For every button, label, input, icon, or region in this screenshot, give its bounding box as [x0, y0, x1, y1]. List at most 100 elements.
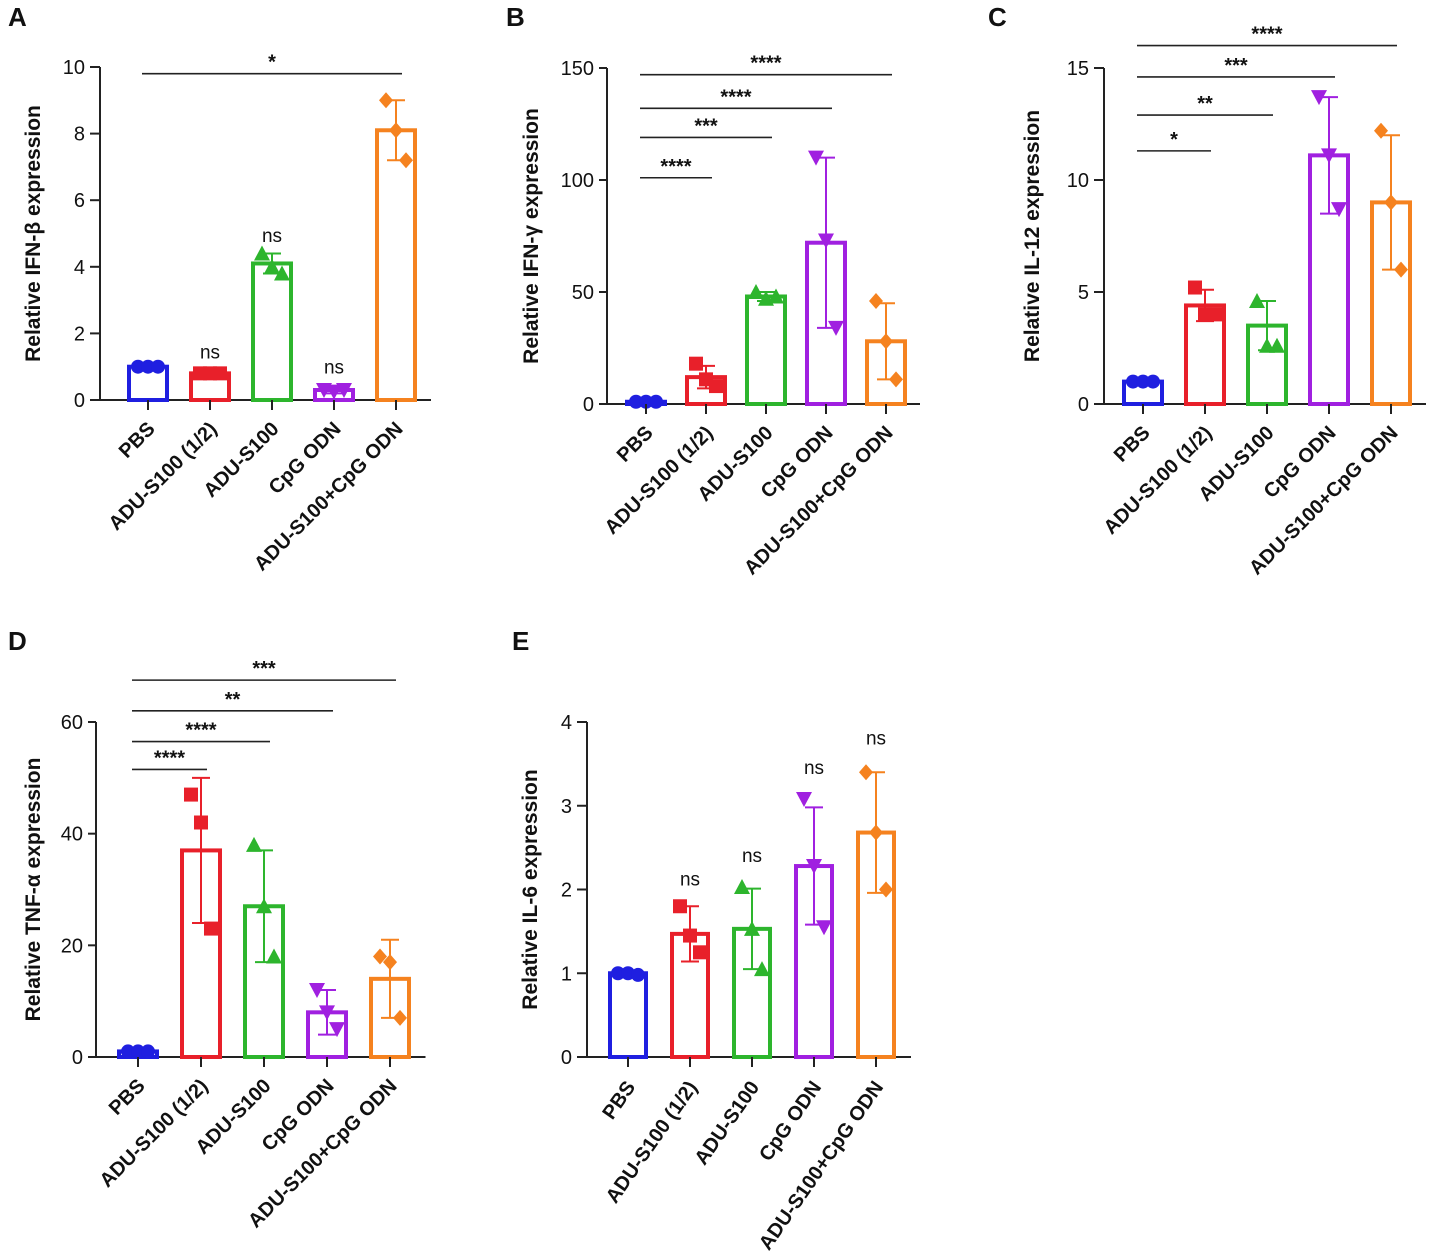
data-point-d — [256, 898, 272, 914]
panel-a: A 0 2 4 6 8 10 Relative IFN-β expression PBSADU-… — [8, 2, 431, 575]
data-point-d — [319, 1005, 335, 1021]
data-point-e — [673, 899, 687, 914]
category-label-e: PBS — [598, 1077, 640, 1123]
data-point-d — [246, 836, 262, 852]
y-tick-label-b: 0 — [583, 394, 594, 416]
significance-label-e: ns — [742, 846, 762, 867]
y-tick-label-a: 4 — [74, 257, 85, 279]
y-tick-label-e: 2 — [561, 880, 572, 902]
data-point-d — [131, 1044, 145, 1059]
y-axis-label-c: Relative IL-12 expression — [1021, 110, 1044, 362]
y-tick-label-e: 3 — [561, 796, 572, 818]
data-point-d — [204, 921, 218, 936]
category-label-d: ADU-S100 (1/2) — [96, 1075, 213, 1192]
data-point-c — [1384, 194, 1398, 211]
significance-label-a: ns — [200, 342, 220, 363]
panel-d: D 0 20 40 60 Relative TNF-α expression PBSADU-… — [8, 626, 426, 1232]
significance-label-e: ns — [866, 729, 886, 750]
data-point-c — [1126, 374, 1140, 389]
data-point-e — [816, 920, 832, 936]
data-point-b — [709, 379, 723, 394]
category-label-b: PBS — [613, 422, 658, 467]
y-axis-label-a: Relative IFN-β expression — [22, 105, 45, 362]
data-point-b — [808, 150, 824, 166]
category-label-c: ADU-S100 (1/2) — [1100, 422, 1217, 539]
significance-stars-d: **** — [154, 747, 185, 769]
significance-stars-d: *** — [252, 658, 276, 680]
data-point-d — [194, 815, 208, 830]
data-point-c — [1394, 261, 1408, 278]
data-point-c — [1249, 292, 1265, 308]
data-point-b — [748, 284, 764, 299]
panel-letter-c: C — [988, 2, 1007, 32]
y-tick-label-d: 40 — [61, 824, 83, 846]
data-point-c — [1136, 374, 1150, 389]
data-point-a — [274, 265, 290, 281]
data-point-d — [184, 787, 198, 802]
data-point-d — [121, 1044, 135, 1059]
data-point-b — [689, 356, 703, 371]
data-point-a — [399, 152, 413, 169]
data-point-e — [734, 878, 750, 894]
data-point-b — [649, 394, 663, 409]
data-point-e — [693, 945, 707, 960]
y-tick-label-a: 2 — [74, 323, 85, 345]
panel-letter-e: E — [512, 626, 529, 656]
data-point-e — [869, 824, 883, 841]
data-point-d — [141, 1044, 155, 1059]
y-tick-label-c: 5 — [1078, 282, 1089, 304]
y-tick-label-e: 0 — [561, 1047, 572, 1069]
data-point-b — [639, 394, 653, 409]
data-point-d — [373, 948, 387, 965]
data-point-c — [1321, 148, 1337, 164]
data-point-e — [683, 928, 697, 943]
data-point-a — [389, 122, 403, 139]
y-tick-label-b: 100 — [561, 170, 594, 192]
data-point-e — [631, 967, 645, 982]
data-point-b — [768, 288, 784, 304]
category-label-c: PBS — [1110, 422, 1155, 467]
data-point-b — [879, 333, 893, 350]
category-label-b: ADU-S100 (1/2) — [601, 422, 718, 539]
significance-stars-b: *** — [694, 115, 718, 137]
data-point-a — [326, 384, 342, 400]
data-point-b — [818, 233, 834, 249]
y-tick-label-c: 10 — [1067, 170, 1089, 192]
data-point-e — [754, 961, 770, 977]
y-tick-label-b: 150 — [561, 58, 594, 80]
data-point-a — [254, 245, 270, 261]
y-tick-label-a: 6 — [74, 190, 85, 212]
y-tick-label-e: 4 — [561, 712, 572, 734]
panel-letter-d: D — [8, 626, 27, 656]
y-tick-label-d: 20 — [61, 935, 83, 957]
significance-stars-b: **** — [660, 156, 691, 178]
y-tick-label-d: 60 — [61, 712, 83, 734]
data-point-a — [131, 359, 145, 374]
data-point-a — [379, 92, 393, 109]
data-point-b — [828, 320, 844, 336]
significance-label-e: ns — [804, 758, 824, 779]
y-tick-label-a: 0 — [74, 390, 85, 412]
data-point-b — [869, 292, 883, 309]
y-axis-label-b: Relative IFN-γ expression — [520, 108, 543, 364]
category-label-a: PBS — [115, 418, 160, 463]
significance-label-e: ns — [680, 869, 700, 890]
bar-b — [745, 294, 787, 407]
category-label-e: CpG ODN — [755, 1077, 826, 1165]
data-point-d — [309, 983, 325, 998]
data-point-a — [264, 258, 280, 274]
data-point-e — [796, 792, 812, 808]
panel-e: E 0 1 2 3 4 Relative IL-6 expression PBS ADU-S10… — [512, 626, 911, 1254]
data-point-c — [1146, 374, 1160, 389]
data-point-c — [1188, 280, 1202, 295]
y-tick-label-c: 0 — [1078, 394, 1089, 416]
data-point-d — [266, 948, 282, 964]
y-tick-label-a: 10 — [63, 57, 85, 79]
significance-stars-d: **** — [185, 720, 216, 742]
significance-stars-c: * — [1170, 129, 1178, 151]
y-axis-label-d: Relative TNF-α expression — [22, 758, 45, 1022]
significance-stars-c: **** — [1251, 24, 1282, 46]
significance-label-a: ns — [262, 226, 282, 247]
significance-stars-a: * — [268, 52, 276, 74]
